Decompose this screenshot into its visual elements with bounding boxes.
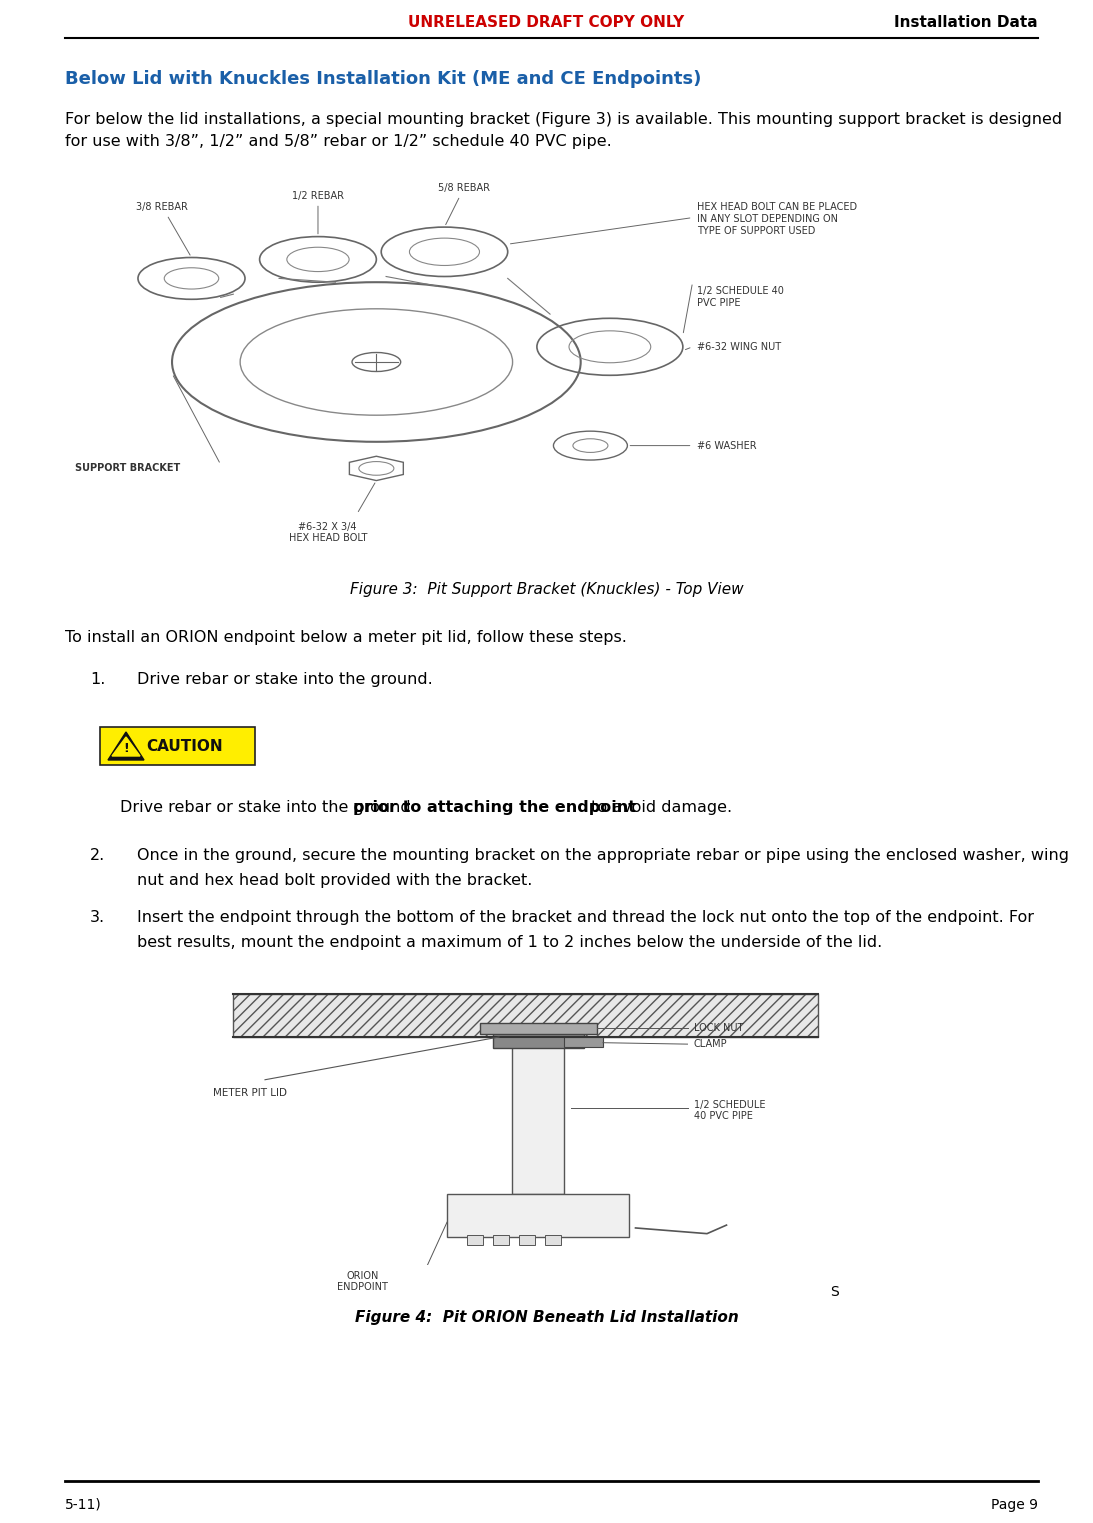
Text: #6-32 X 3/4
HEX HEAD BOLT: #6-32 X 3/4 HEX HEAD BOLT xyxy=(289,521,367,544)
Bar xyxy=(480,1023,597,1034)
Text: nut and hex head bolt provided with the bracket.: nut and hex head bolt provided with the … xyxy=(137,873,532,888)
Text: 5/8 REBAR: 5/8 REBAR xyxy=(438,183,490,224)
Bar xyxy=(493,1033,584,1048)
Polygon shape xyxy=(111,737,140,755)
Text: prior to attaching the endpoint: prior to attaching the endpoint xyxy=(353,800,636,815)
Bar xyxy=(512,1031,564,1194)
Text: LOCK NUT: LOCK NUT xyxy=(694,1023,743,1034)
Text: CAUTION: CAUTION xyxy=(146,739,223,754)
Text: 3.: 3. xyxy=(90,911,105,924)
Text: For below the lid installations, a special mounting bracket (Figure 3) is availa: For below the lid installations, a speci… xyxy=(64,113,1062,126)
Text: Drive rebar or stake into the ground: Drive rebar or stake into the ground xyxy=(120,800,415,815)
Text: Once in the ground, secure the mounting bracket on the appropriate rebar or pipe: Once in the ground, secure the mounting … xyxy=(137,848,1069,864)
Bar xyxy=(544,1235,561,1244)
Text: 5-11): 5-11) xyxy=(64,1499,102,1512)
Text: S: S xyxy=(831,1285,839,1299)
Text: HEX HEAD BOLT CAN BE PLACED
IN ANY SLOT DEPENDING ON
TYPE OF SUPPORT USED: HEX HEAD BOLT CAN BE PLACED IN ANY SLOT … xyxy=(697,203,858,236)
Text: Drive rebar or stake into the ground.: Drive rebar or stake into the ground. xyxy=(137,672,433,687)
Text: 2.: 2. xyxy=(90,848,105,864)
Bar xyxy=(467,1235,483,1244)
Bar xyxy=(233,995,818,1037)
Text: 1/2 SCHEDULE 40
PVC PIPE: 1/2 SCHEDULE 40 PVC PIPE xyxy=(697,286,785,308)
FancyBboxPatch shape xyxy=(99,726,255,765)
Text: !: ! xyxy=(124,742,129,754)
Polygon shape xyxy=(108,733,144,760)
Text: ORION
ENDPOINT: ORION ENDPOINT xyxy=(337,1270,388,1293)
Text: Page 9: Page 9 xyxy=(991,1499,1038,1512)
Text: 1/2 REBAR: 1/2 REBAR xyxy=(292,190,344,235)
Text: for use with 3/8”, 1/2” and 5/8” rebar or 1/2” schedule 40 PVC pipe.: for use with 3/8”, 1/2” and 5/8” rebar o… xyxy=(64,134,612,149)
Text: Figure 3:  Pit Support Bracket (Knuckles) - Top View: Figure 3: Pit Support Bracket (Knuckles)… xyxy=(350,582,743,597)
Text: Insert the endpoint through the bottom of the bracket and thread the lock nut on: Insert the endpoint through the bottom o… xyxy=(137,911,1034,924)
Text: UNRELEASED DRAFT COPY ONLY: UNRELEASED DRAFT COPY ONLY xyxy=(409,15,684,29)
Text: Below Lid with Knuckles Installation Kit (ME and CE Endpoints): Below Lid with Knuckles Installation Kit… xyxy=(64,70,702,88)
Text: To install an ORION endpoint below a meter pit lid, follow these steps.: To install an ORION endpoint below a met… xyxy=(64,631,627,646)
Bar xyxy=(518,1235,534,1244)
Text: Figure 4:  Pit ORION Beneath Lid Installation: Figure 4: Pit ORION Beneath Lid Installa… xyxy=(354,1310,739,1325)
Text: #6-32 WING NUT: #6-32 WING NUT xyxy=(697,341,781,352)
Bar xyxy=(564,1037,603,1046)
Bar xyxy=(493,1235,508,1244)
Text: to avoid damage.: to avoid damage. xyxy=(586,800,731,815)
Text: METER PIT LID: METER PIT LID xyxy=(213,1089,287,1098)
Text: 1.: 1. xyxy=(90,672,105,687)
Text: best results, mount the endpoint a maximum of 1 to 2 inches below the underside : best results, mount the endpoint a maxim… xyxy=(137,935,882,950)
Text: 1/2 SCHEDULE
40 PVC PIPE: 1/2 SCHEDULE 40 PVC PIPE xyxy=(694,1100,765,1121)
Text: 3/8 REBAR: 3/8 REBAR xyxy=(137,203,190,254)
Text: #6 WASHER: #6 WASHER xyxy=(697,440,757,451)
Text: CLAMP: CLAMP xyxy=(694,1039,728,1049)
Bar xyxy=(447,1194,628,1237)
Text: Installation Data: Installation Data xyxy=(894,15,1038,29)
Text: SUPPORT BRACKET: SUPPORT BRACKET xyxy=(74,463,180,474)
